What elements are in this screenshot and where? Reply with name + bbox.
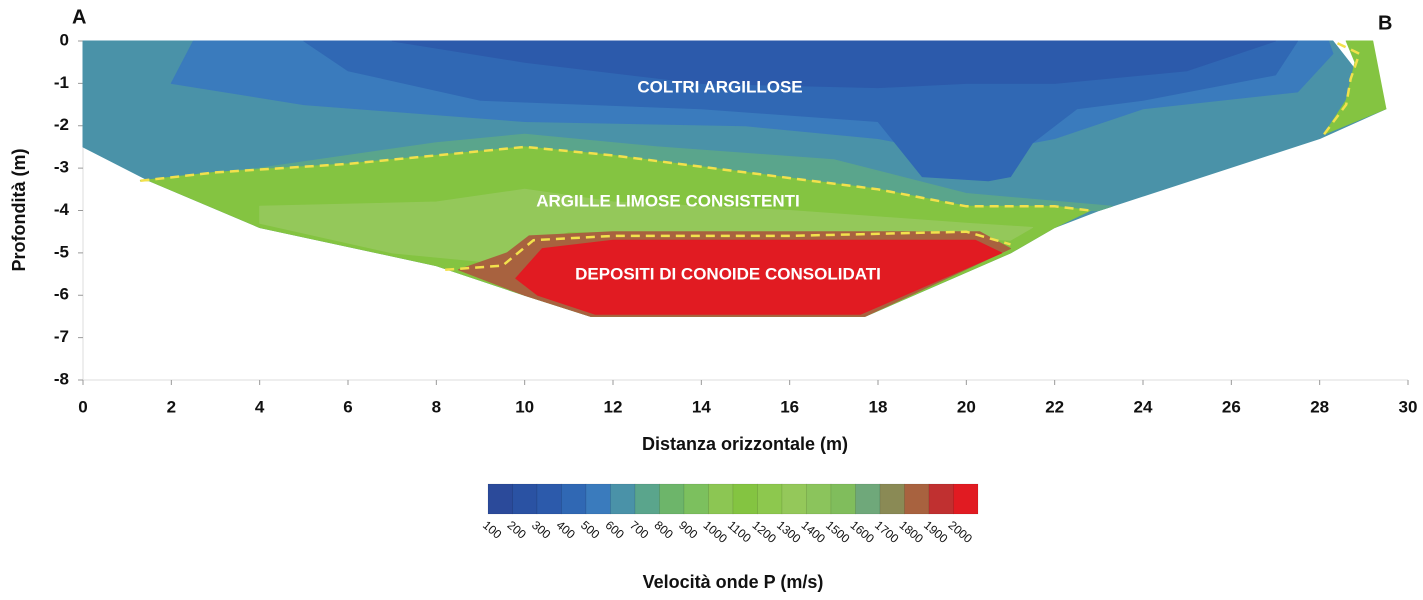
y-tick-label: -7 <box>54 327 69 346</box>
velocity-region <box>259 188 1034 262</box>
colorbar-swatch <box>855 483 881 515</box>
colorbar-swatch <box>830 483 856 515</box>
colorbar-swatch <box>708 483 734 515</box>
x-tick-label: 22 <box>1045 397 1064 416</box>
x-tick-label: 4 <box>255 397 265 416</box>
colorbar-swatch <box>561 483 587 515</box>
section-start-label: A <box>72 6 86 28</box>
colorbar-swatch <box>806 483 832 515</box>
x-tick-label: 14 <box>692 397 711 416</box>
colorbar-swatch <box>928 483 954 515</box>
colorbar-tick-label: 300 <box>529 518 554 542</box>
colorbar-tick-label: 200 <box>505 518 530 542</box>
x-tick-label: 28 <box>1310 397 1329 416</box>
colorbar-tick-label: 1300 <box>774 518 804 546</box>
y-tick-label: -8 <box>54 369 69 388</box>
x-tick-label: 30 <box>1399 397 1418 416</box>
y-tick-label: -2 <box>54 115 69 134</box>
colorbar-swatch <box>879 483 905 515</box>
colorbar-tick-label: 1000 <box>701 518 731 546</box>
colorbar-swatch <box>732 483 758 515</box>
colorbar-tick-label: 900 <box>676 518 701 542</box>
velocity-region <box>391 40 1276 89</box>
colorbar-swatch <box>953 483 979 515</box>
colorbar-tick-label: 1800 <box>897 518 927 546</box>
x-tick-label: 0 <box>78 397 87 416</box>
zone-label: DEPOSITI DI CONOIDE CONSOLIDATI <box>575 264 881 283</box>
x-axis-title: Distanza orizzontale (m) <box>642 434 848 454</box>
section-end-label: B <box>1378 12 1392 34</box>
zone-label: COLTRI ARGILLOSE <box>637 77 802 96</box>
colorbar-swatch <box>683 483 709 515</box>
colorbar-swatch <box>781 483 807 515</box>
zone-label: ARGILLE LIMOSE CONSISTENTI <box>536 191 800 210</box>
colorbar-swatch <box>757 483 783 515</box>
colorbar-tick-label: 1500 <box>823 518 853 546</box>
colorbar-title: Velocità onde P (m/s) <box>643 572 824 592</box>
colorbar-tick-label: 1200 <box>750 518 780 546</box>
colorbar-tick-label: 1600 <box>848 518 878 546</box>
colorbar-swatch <box>512 483 538 515</box>
velocity-region <box>515 239 1003 315</box>
y-tick-label: -5 <box>54 242 69 261</box>
colorbar-swatch <box>536 483 562 515</box>
colorbar-tick-label: 400 <box>554 518 579 542</box>
x-tick-label: 24 <box>1134 397 1153 416</box>
colorbar-swatch <box>659 483 685 515</box>
colorbar-tick-label: 800 <box>652 518 677 542</box>
y-tick-label: -1 <box>54 73 69 92</box>
x-tick-label: 6 <box>343 397 352 416</box>
colorbar-tick-label: 1700 <box>872 518 902 546</box>
x-tick-label: 10 <box>515 397 534 416</box>
colorbar-swatch <box>634 483 660 515</box>
y-tick-label: 0 <box>60 30 69 49</box>
x-tick-label: 18 <box>869 397 888 416</box>
colorbar-tick-label: 1400 <box>799 518 829 546</box>
x-tick-label: 16 <box>780 397 799 416</box>
colorbar-swatch <box>904 483 930 515</box>
layer-boundary <box>1323 39 1361 135</box>
colorbar-swatch <box>610 483 636 515</box>
x-tick-label: 26 <box>1222 397 1241 416</box>
x-tick-label: 20 <box>957 397 976 416</box>
colorbar-tick-label: 500 <box>578 518 603 542</box>
colorbar-tick-label: 100 <box>480 518 505 542</box>
layer-boundary <box>140 145 1091 212</box>
x-tick-label: 8 <box>432 397 441 416</box>
colorbar-tick-label: 600 <box>603 518 628 542</box>
colorbar-tick-label: 700 <box>627 518 652 542</box>
colorbar-tick-label: 2000 <box>946 518 976 546</box>
colorbar-tick-label: 1100 <box>725 518 754 546</box>
y-axis-title: Profondità (m) <box>9 149 29 272</box>
colorbar-swatch <box>585 483 611 515</box>
y-tick-label: -4 <box>54 200 70 219</box>
colorbar-tick-label: 1900 <box>921 518 951 546</box>
y-tick-label: -3 <box>54 158 69 177</box>
x-tick-label: 2 <box>167 397 176 416</box>
layer-boundary <box>445 230 1011 272</box>
colorbar-swatch <box>487 483 513 515</box>
x-tick-label: 12 <box>604 397 623 416</box>
y-tick-label: -6 <box>54 285 69 304</box>
